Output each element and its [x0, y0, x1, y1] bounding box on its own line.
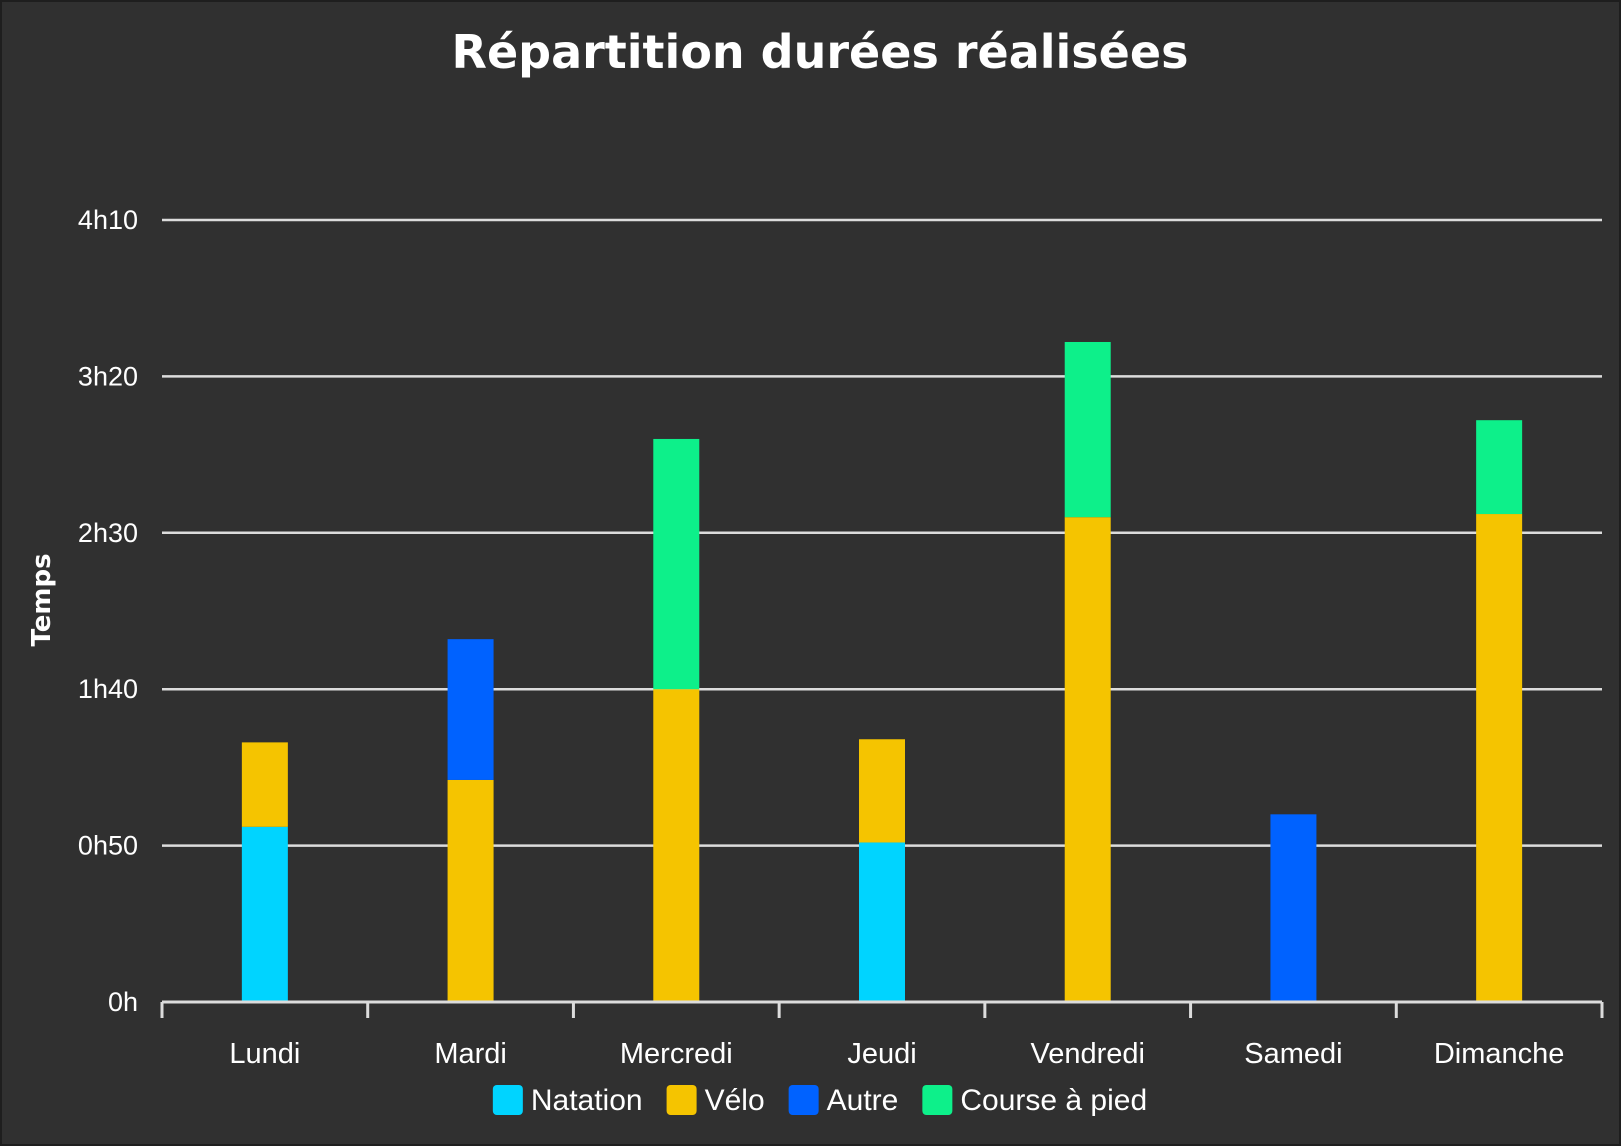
legend-label: Vélo [705, 1084, 765, 1117]
y-tick-label: 4h10 [78, 205, 138, 235]
legend-item[interactable]: Vélo [666, 1084, 765, 1117]
x-category-label: Jeudi [847, 1038, 916, 1070]
legend-swatch [922, 1085, 953, 1115]
bar-segment [447, 779, 494, 1002]
bar-segment [1270, 814, 1317, 1002]
legend-item[interactable]: Course à pied [922, 1084, 1147, 1117]
x-category-label: Mardi [434, 1038, 507, 1070]
bar-segment [653, 689, 700, 1002]
legend-item[interactable]: Autre [788, 1084, 899, 1117]
x-category-label: Vendredi [1030, 1038, 1145, 1070]
legend-label: Natation [531, 1084, 643, 1117]
bar-segment [241, 742, 288, 827]
legend-label: Autre [827, 1084, 899, 1117]
x-category-label: Mercredi [620, 1038, 733, 1070]
bars [241, 341, 1523, 1002]
bar-segment [859, 739, 905, 843]
x-category-label: Samedi [1244, 1038, 1342, 1070]
y-tick-label: 3h20 [78, 361, 138, 391]
legend-swatch [666, 1085, 697, 1115]
x-category-label: Dimanche [1434, 1038, 1565, 1070]
y-axis-ticks: 0h 0h50 1h40 2h30 3h20 4h10 [78, 205, 138, 1017]
x-axis [160, 1000, 1604, 1018]
legend-item[interactable]: Natation [492, 1084, 643, 1117]
bar-segment [447, 639, 494, 780]
y-tick-label: 0h [108, 987, 138, 1017]
bar-segment [1476, 514, 1523, 1002]
bar-segment [859, 842, 905, 1002]
x-axis-categories: Lundi Mardi Mercredi Jeudi Vendredi Samedi Dim… [229, 1038, 1564, 1070]
x-category-label: Lundi [229, 1038, 300, 1070]
bar-segment [241, 826, 288, 1002]
bar-segment [653, 438, 700, 690]
legend-swatch [492, 1085, 523, 1115]
chart-title: Répartition durées réalisées [452, 25, 1189, 79]
y-axis-title: Temps [27, 553, 57, 646]
bar-segment [1064, 341, 1111, 518]
y-tick-label: 2h30 [78, 518, 138, 548]
grid-lines [162, 218, 1602, 847]
bar-segment [1476, 420, 1523, 515]
legend-label: Course à pied [960, 1084, 1147, 1117]
y-tick-label: 0h50 [78, 831, 138, 861]
legend: Natation Vélo Autre Course à pied [492, 1084, 1147, 1117]
bar-segment [1064, 517, 1111, 1002]
y-tick-label: 1h40 [78, 674, 138, 704]
legend-swatch [788, 1085, 819, 1115]
